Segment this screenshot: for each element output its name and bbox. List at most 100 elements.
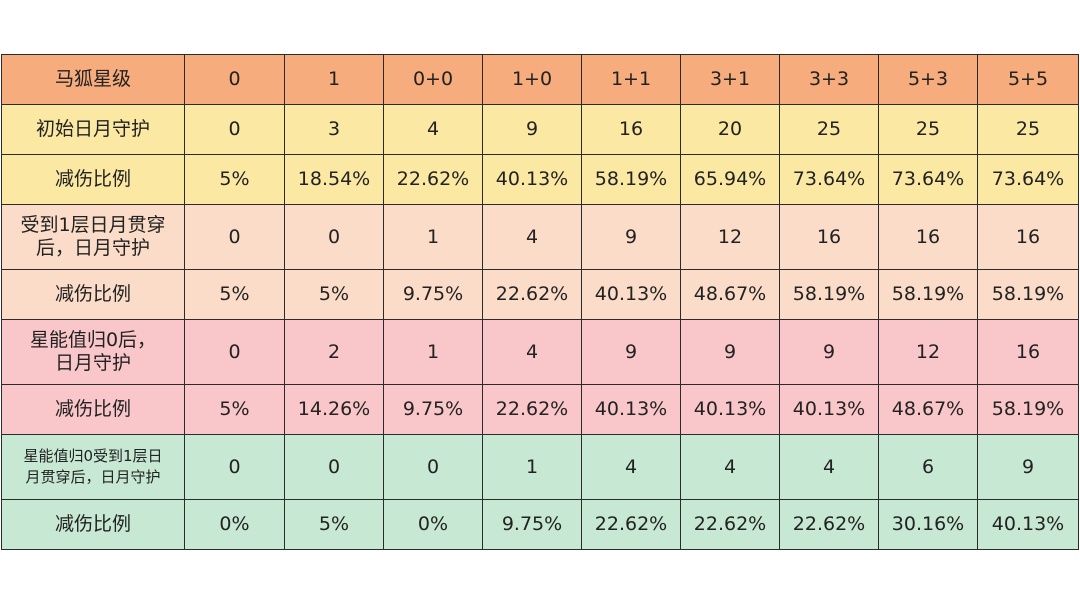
table-cell: 16 [581,104,681,155]
row-label: 减伤比例 [1,384,185,435]
table-row-reduction-after-pierce: 减伤比例 5% 5% 9.75% 22.62% 40.13% 48.67% 58… [1,269,1079,320]
table-cell: 25 [878,104,978,155]
row-label: 减伤比例 [1,269,185,320]
table-row-reduction-after-reset-pierce: 减伤比例 0% 5% 0% 9.75% 22.62% 22.62% 22.62%… [1,499,1079,550]
table-cell: 4 [482,204,582,270]
table-row-initial-guard: 初始日月守护 0 3 4 9 16 20 25 25 25 [1,104,1079,155]
table-cell: 48.67% [878,384,978,435]
table-cell: 0 [184,204,285,270]
table-cell: 20 [680,104,780,155]
table-cell: 16 [779,204,879,270]
table-cell: 25 [779,104,879,155]
table-cell: 16 [977,319,1079,385]
table-cell: 9.75% [383,269,483,320]
table-cell: 1 [383,319,483,385]
table-cell: 1 [383,204,483,270]
table-cell: 4 [779,434,879,500]
table-cell: 1+0 [482,54,582,105]
row-label-line: 星能值归0后， [29,329,157,352]
table-row-after-reset-guard: 星能值归0后， 日月守护 0 2 1 4 9 9 9 12 16 [1,319,1079,385]
row-label: 马狐星级 [1,54,185,105]
row-label: 星能值归0后， 日月守护 [1,319,185,385]
table-cell: 4 [482,319,582,385]
table-row-star-level: 马狐星级 0 1 0+0 1+0 1+1 3+1 3+3 5+3 5+5 [1,54,1079,105]
table-cell: 9 [581,319,681,385]
table-cell: 25 [977,104,1079,155]
table-cell: 9 [680,319,780,385]
table-cell: 1 [284,54,384,105]
table-cell: 22.62% [581,499,681,550]
table-row-after-pierce-guard: 受到1层日月贯穿 后，日月守护 0 0 1 4 9 12 16 16 16 [1,204,1079,270]
table-cell: 0 [284,434,384,500]
table-cell: 0 [184,319,285,385]
table-row-after-reset-pierce-guard: 星能值归0受到1层日 月贯穿后，日月守护 0 0 0 1 4 4 4 6 9 [1,434,1079,500]
table-cell: 5% [184,154,285,205]
table-cell: 40.13% [779,384,879,435]
table-cell: 58.19% [977,269,1079,320]
table-row-reduction-after-reset: 减伤比例 5% 14.26% 9.75% 22.62% 40.13% 40.13… [1,384,1079,435]
row-label: 减伤比例 [1,154,185,205]
table-cell: 12 [878,319,978,385]
table-cell: 14.26% [284,384,384,435]
table-cell: 3+3 [779,54,879,105]
table-cell: 73.64% [878,154,978,205]
table-cell: 5% [184,384,285,435]
table-cell: 30.16% [878,499,978,550]
table-cell: 58.19% [878,269,978,320]
table-cell: 58.19% [779,269,879,320]
table-cell: 22.62% [482,269,582,320]
table-cell: 1 [482,434,582,500]
table-cell: 16 [878,204,978,270]
table-cell: 22.62% [383,154,483,205]
table-cell: 73.64% [779,154,879,205]
row-label-line: 受到1层日月贯穿 [20,214,166,237]
table-cell: 40.13% [581,269,681,320]
table-cell: 22.62% [680,499,780,550]
table-cell: 65.94% [680,154,780,205]
table-cell: 9 [779,319,879,385]
row-label-line: 后，日月守护 [35,237,150,259]
table-row-reduction-initial: 减伤比例 5% 18.54% 22.62% 40.13% 58.19% 65.9… [1,154,1079,205]
table-cell: 0% [383,499,483,550]
table-cell: 6 [878,434,978,500]
table-cell: 0 [184,104,285,155]
table-cell: 58.19% [977,384,1079,435]
row-label-line: 日月守护 [54,352,131,374]
table-cell: 5+5 [977,54,1079,105]
table-cell: 5% [184,269,285,320]
table-cell: 4 [680,434,780,500]
table-cell: 40.13% [977,499,1079,550]
star-level-stats-table: 马狐星级 0 1 0+0 1+0 1+1 3+1 3+3 5+3 5+5 初始日… [1,54,1079,550]
row-label: 减伤比例 [1,499,185,550]
row-label: 受到1层日月贯穿 后，日月守护 [1,204,185,270]
table-cell: 40.13% [581,384,681,435]
table-cell: 9 [482,104,582,155]
table-cell: 5+3 [878,54,978,105]
table-cell: 4 [383,104,483,155]
table-cell: 5% [284,499,384,550]
table-cell: 58.19% [581,154,681,205]
table-cell: 9 [977,434,1079,500]
table-cell: 0 [184,434,285,500]
table-cell: 22.62% [779,499,879,550]
table-cell: 3 [284,104,384,155]
row-label: 初始日月守护 [1,104,185,155]
table-cell: 3+1 [680,54,780,105]
table-cell: 73.64% [977,154,1079,205]
table-cell: 0% [184,499,285,550]
table-cell: 2 [284,319,384,385]
table-cell: 0+0 [383,54,483,105]
table-cell: 0 [284,204,384,270]
table-cell: 0 [184,54,285,105]
table-cell: 22.62% [482,384,582,435]
table-cell: 16 [977,204,1079,270]
table-cell: 18.54% [284,154,384,205]
table-cell: 9.75% [383,384,483,435]
table-cell: 4 [581,434,681,500]
table-cell: 40.13% [680,384,780,435]
table-cell: 0 [383,434,483,500]
table-cell: 9 [581,204,681,270]
table-cell: 48.67% [680,269,780,320]
row-label-line: 月贯穿后，日月守护 [25,468,161,486]
table-cell: 9.75% [482,499,582,550]
